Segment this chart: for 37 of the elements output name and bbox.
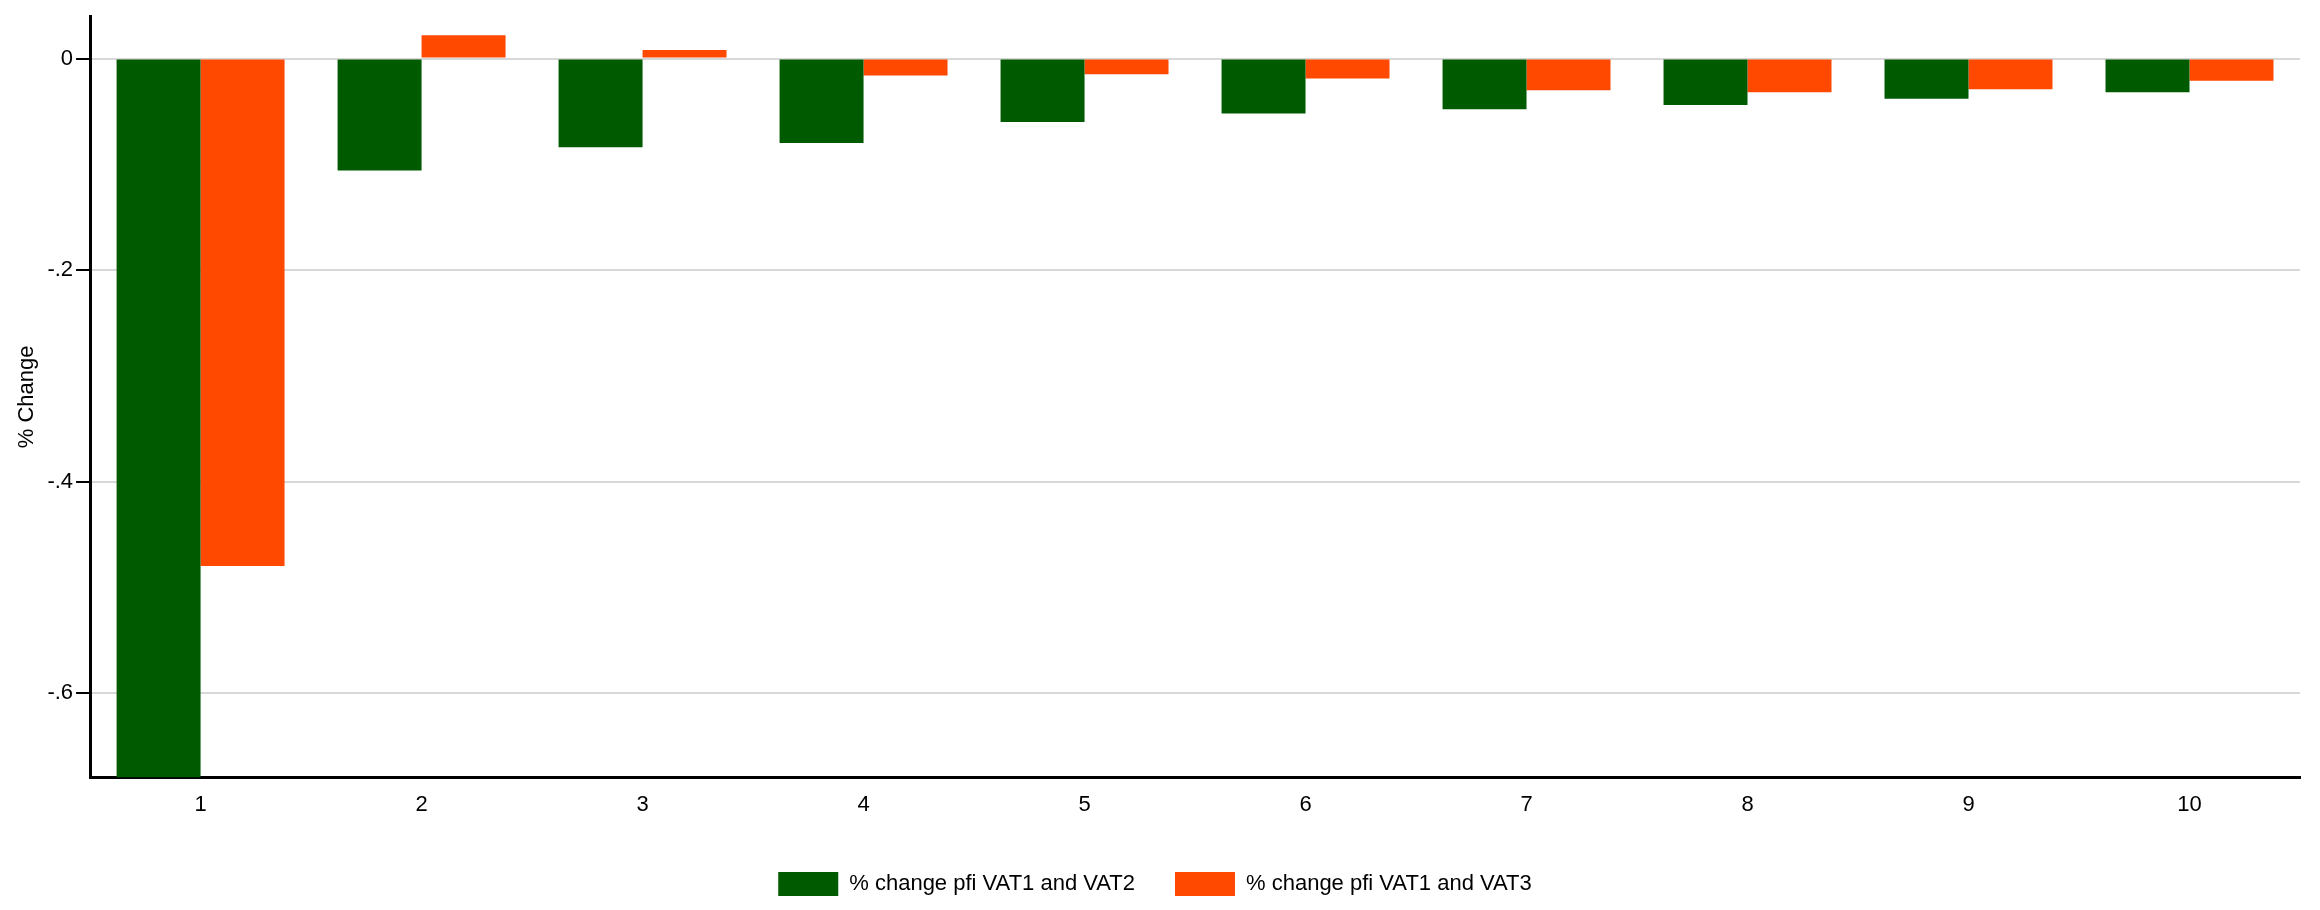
bar [642,50,727,58]
bar [200,59,285,567]
bar [1221,59,1306,114]
y-tick-label: 0 [60,44,74,70]
bar [1000,59,1085,122]
bar [337,59,422,171]
y-tick-label: -.2 [47,256,74,282]
bar [558,59,643,148]
x-tick-label: 1 [194,790,207,816]
bar [2189,59,2274,81]
bar [1663,59,1748,106]
y-tick-label: -.6 [47,679,74,705]
x-tick-label: 8 [1741,790,1754,816]
x-tick-label: 9 [1962,790,1975,816]
y-tick-label: -.4 [47,467,74,493]
bar [1442,59,1527,110]
bar [421,35,506,58]
bar [863,59,948,76]
y-axis-title: % Change [13,345,39,449]
x-tick-label: 6 [1299,790,1312,816]
x-tick-label: 10 [2177,790,2202,816]
bar [1526,59,1611,91]
legend-label: % change pfi VAT1 and VAT2 [849,870,1136,896]
bar [1305,59,1390,79]
bar [1084,59,1169,75]
x-tick-label: 4 [857,790,870,816]
bar [1968,59,2053,90]
x-tick-label: 2 [415,790,428,816]
x-tick-label: 5 [1078,790,1091,816]
legend-label: % change pfi VAT1 and VAT3 [1246,870,1532,896]
bar [116,59,201,778]
x-tick-label: 3 [636,790,649,816]
x-tick-label: 7 [1520,790,1533,816]
bar [2105,59,2190,93]
bar [779,59,864,144]
bar [1884,59,1969,99]
bar [1747,59,1832,93]
